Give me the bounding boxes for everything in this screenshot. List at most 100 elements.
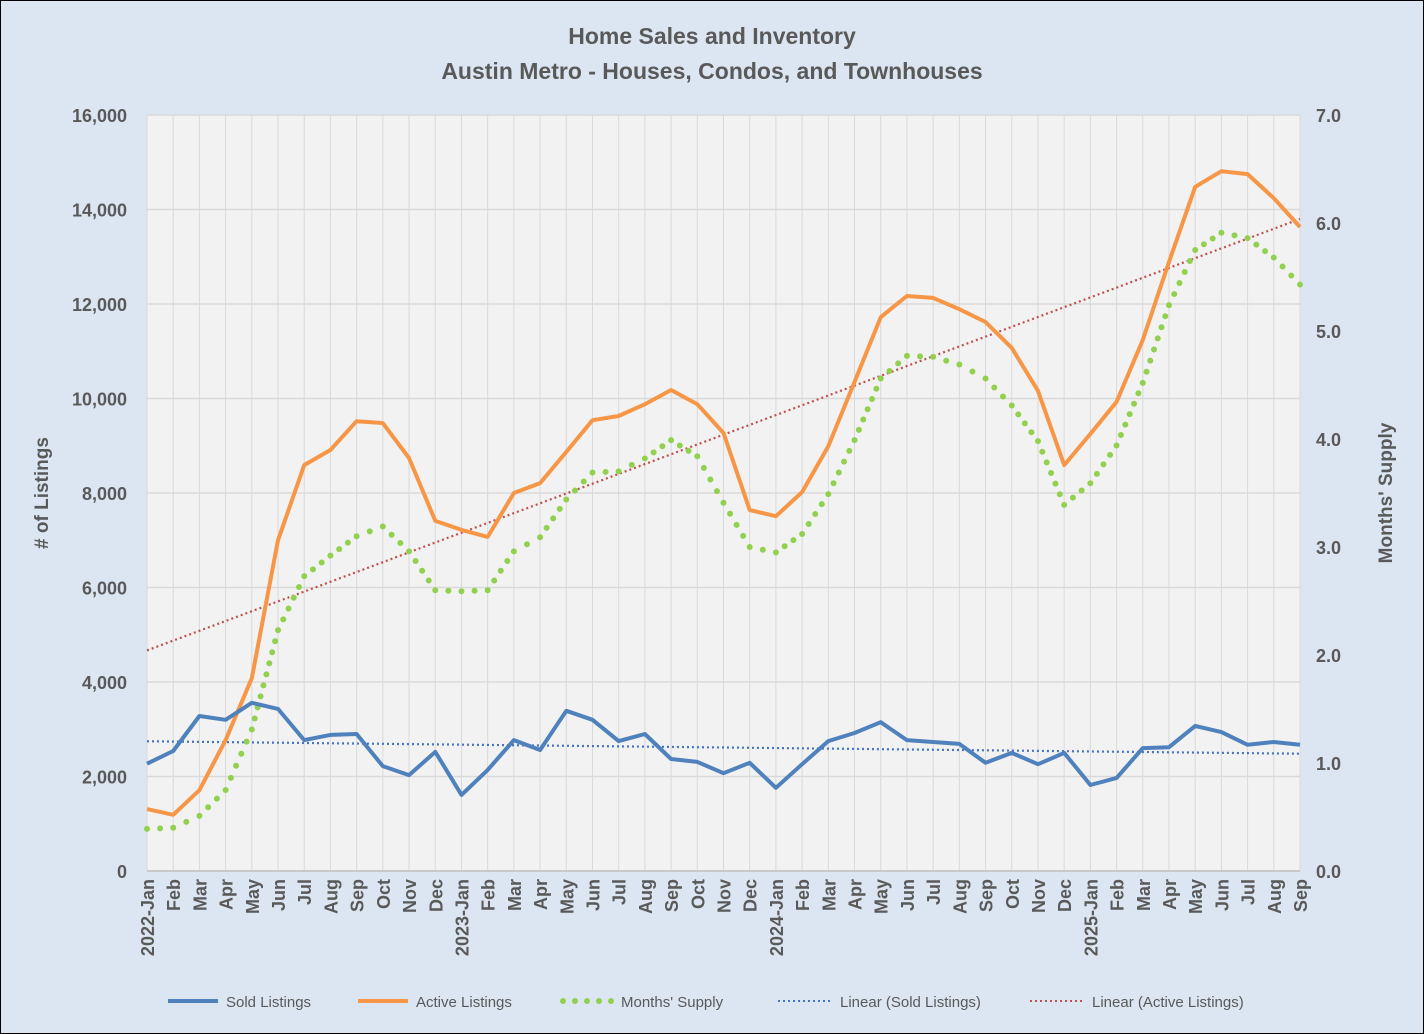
data-point bbox=[746, 544, 753, 550]
y-tick-label: 8,000 bbox=[82, 484, 127, 504]
data-point bbox=[327, 552, 334, 559]
legend-swatch bbox=[560, 998, 566, 1004]
data-point bbox=[213, 795, 220, 802]
y-tick-label: 10,000 bbox=[72, 390, 127, 410]
data-point bbox=[886, 367, 893, 374]
x-tick-label: Apr bbox=[1160, 879, 1180, 910]
data-point bbox=[295, 583, 302, 590]
data-point bbox=[301, 573, 308, 580]
y2-tick-label: 6.0 bbox=[1316, 214, 1341, 234]
data-point bbox=[694, 453, 701, 460]
y-tick-label: 14,000 bbox=[72, 201, 127, 221]
data-point bbox=[1151, 346, 1158, 353]
y2-axis-label: Months' Supply bbox=[1376, 422, 1397, 563]
data-point bbox=[1117, 432, 1124, 439]
data-point bbox=[445, 587, 452, 594]
gridlines bbox=[146, 114, 1301, 872]
x-tick-label: May bbox=[872, 879, 892, 914]
data-point bbox=[397, 540, 404, 547]
data-point bbox=[864, 406, 871, 413]
data-point bbox=[1288, 272, 1295, 279]
data-point bbox=[700, 464, 707, 471]
y2-axis-ticks: 0.0 1.0 2.0 3.0 4.0 5.0 6.0 7.0 bbox=[1316, 106, 1341, 882]
x-tick-label: Sep bbox=[1291, 879, 1311, 912]
x-tick-label: Nov bbox=[715, 879, 735, 913]
data-point bbox=[425, 577, 432, 584]
x-tick-label: Oct bbox=[1003, 879, 1023, 909]
y-tick-label: 0 bbox=[117, 862, 127, 882]
data-point bbox=[1181, 269, 1188, 276]
data-point bbox=[1131, 400, 1138, 407]
data-point bbox=[628, 461, 635, 468]
data-point bbox=[1154, 335, 1161, 342]
data-point bbox=[1008, 402, 1015, 409]
legend-item: Months' Supply bbox=[560, 994, 724, 1011]
data-point bbox=[280, 616, 287, 623]
data-point bbox=[982, 375, 989, 382]
data-point bbox=[537, 534, 544, 541]
data-point bbox=[1015, 411, 1022, 418]
data-point bbox=[233, 762, 240, 769]
data-point bbox=[1087, 480, 1094, 487]
data-point bbox=[855, 426, 862, 433]
data-point bbox=[825, 491, 832, 498]
legend-label: Linear (Sold Listings) bbox=[840, 994, 981, 1011]
data-point bbox=[563, 496, 570, 503]
y2-tick-label: 0.0 bbox=[1316, 862, 1341, 882]
data-point bbox=[641, 455, 648, 462]
y-tick-label: 16,000 bbox=[72, 106, 127, 126]
data-point bbox=[685, 447, 692, 454]
data-point bbox=[1107, 451, 1114, 458]
y2-tick-label: 2.0 bbox=[1316, 646, 1341, 666]
legend-swatch bbox=[584, 998, 590, 1004]
y2-tick-label: 7.0 bbox=[1316, 106, 1341, 126]
data-point bbox=[895, 360, 902, 367]
data-point bbox=[412, 558, 419, 565]
data-point bbox=[432, 587, 439, 594]
data-point bbox=[772, 549, 779, 556]
data-point bbox=[491, 577, 498, 584]
data-point bbox=[1139, 379, 1146, 386]
data-point bbox=[956, 361, 963, 368]
x-tick-label: Jul bbox=[610, 879, 630, 905]
x-tick-label: Feb bbox=[793, 879, 813, 911]
legend-label: Linear (Active Listings) bbox=[1092, 994, 1244, 1011]
y-tick-label: 12,000 bbox=[72, 295, 127, 315]
data-point bbox=[740, 532, 747, 539]
x-tick-label: May bbox=[243, 879, 263, 914]
x-tick-label: Aug bbox=[636, 879, 656, 914]
x-tick-label: Apr bbox=[217, 879, 237, 910]
data-point bbox=[650, 449, 657, 456]
data-point bbox=[484, 587, 491, 594]
data-point bbox=[1186, 258, 1193, 265]
data-point bbox=[841, 458, 848, 465]
data-point bbox=[1253, 241, 1260, 248]
x-tick-label: Feb bbox=[164, 879, 184, 911]
data-point bbox=[572, 487, 579, 494]
data-point bbox=[707, 476, 714, 483]
data-point bbox=[1039, 448, 1046, 455]
x-tick-label: 2024-Jan bbox=[767, 879, 787, 956]
x-tick-label: Jul bbox=[924, 879, 944, 905]
y2-tick-label: 4.0 bbox=[1316, 430, 1341, 450]
data-point bbox=[903, 352, 910, 359]
data-point bbox=[550, 515, 557, 522]
legend-label: Months' Supply bbox=[621, 994, 724, 1011]
x-tick-label: Mar bbox=[1134, 879, 1154, 911]
x-tick-label: Aug bbox=[321, 879, 341, 914]
x-tick-label: Nov bbox=[400, 879, 420, 913]
x-tick-label: Oct bbox=[688, 879, 708, 909]
x-tick-label: Jun bbox=[269, 879, 289, 911]
data-point bbox=[251, 715, 258, 722]
legend-label: Sold Listings bbox=[226, 994, 311, 1011]
data-point bbox=[727, 510, 734, 517]
x-tick-label: Jul bbox=[295, 879, 315, 905]
data-point bbox=[556, 505, 563, 512]
data-point bbox=[1209, 235, 1216, 242]
x-tick-label: Dec bbox=[741, 879, 761, 912]
points-sold-listings bbox=[146, 702, 1301, 796]
x-tick-label: Jun bbox=[898, 879, 918, 911]
data-point bbox=[336, 546, 343, 553]
data-point bbox=[917, 353, 924, 360]
